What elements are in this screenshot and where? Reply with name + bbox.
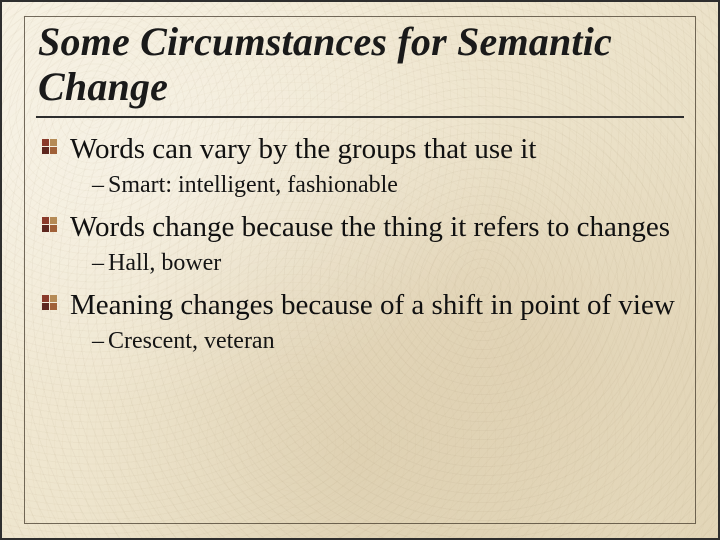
sub-item: –Smart: intelligent, fashionable [40, 170, 684, 200]
dash-marker: – [92, 170, 108, 200]
dash-marker: – [92, 326, 108, 356]
square-bullet-icon [42, 217, 57, 232]
square-bullet-icon [42, 295, 57, 310]
bullet-text: Words change because the thing it refers… [70, 211, 670, 243]
bullet-text: Words can vary by the groups that use it [70, 133, 536, 165]
slide-title: Some Circumstances for Semantic Change [38, 20, 684, 110]
sub-item: –Crescent, veteran [40, 326, 684, 356]
bullet-text: Meaning changes because of a shift in po… [70, 289, 675, 321]
sub-item-text: Crescent, veteran [108, 328, 275, 354]
sub-item-text: Smart: intelligent, fashionable [108, 172, 398, 198]
slide-body: Words can vary by the groups that use it… [36, 132, 684, 357]
sub-item: –Hall, bower [40, 248, 684, 278]
bullet-item: Meaning changes because of a shift in po… [40, 288, 684, 322]
sub-item-text: Hall, bower [108, 250, 221, 276]
dash-marker: – [92, 248, 108, 278]
slide-frame: Some Circumstances for Semantic Change W… [0, 0, 720, 540]
bullet-item: Words change because the thing it refers… [40, 210, 684, 244]
title-underline [36, 116, 684, 118]
square-bullet-icon [42, 139, 57, 154]
bullet-item: Words can vary by the groups that use it [40, 132, 684, 166]
